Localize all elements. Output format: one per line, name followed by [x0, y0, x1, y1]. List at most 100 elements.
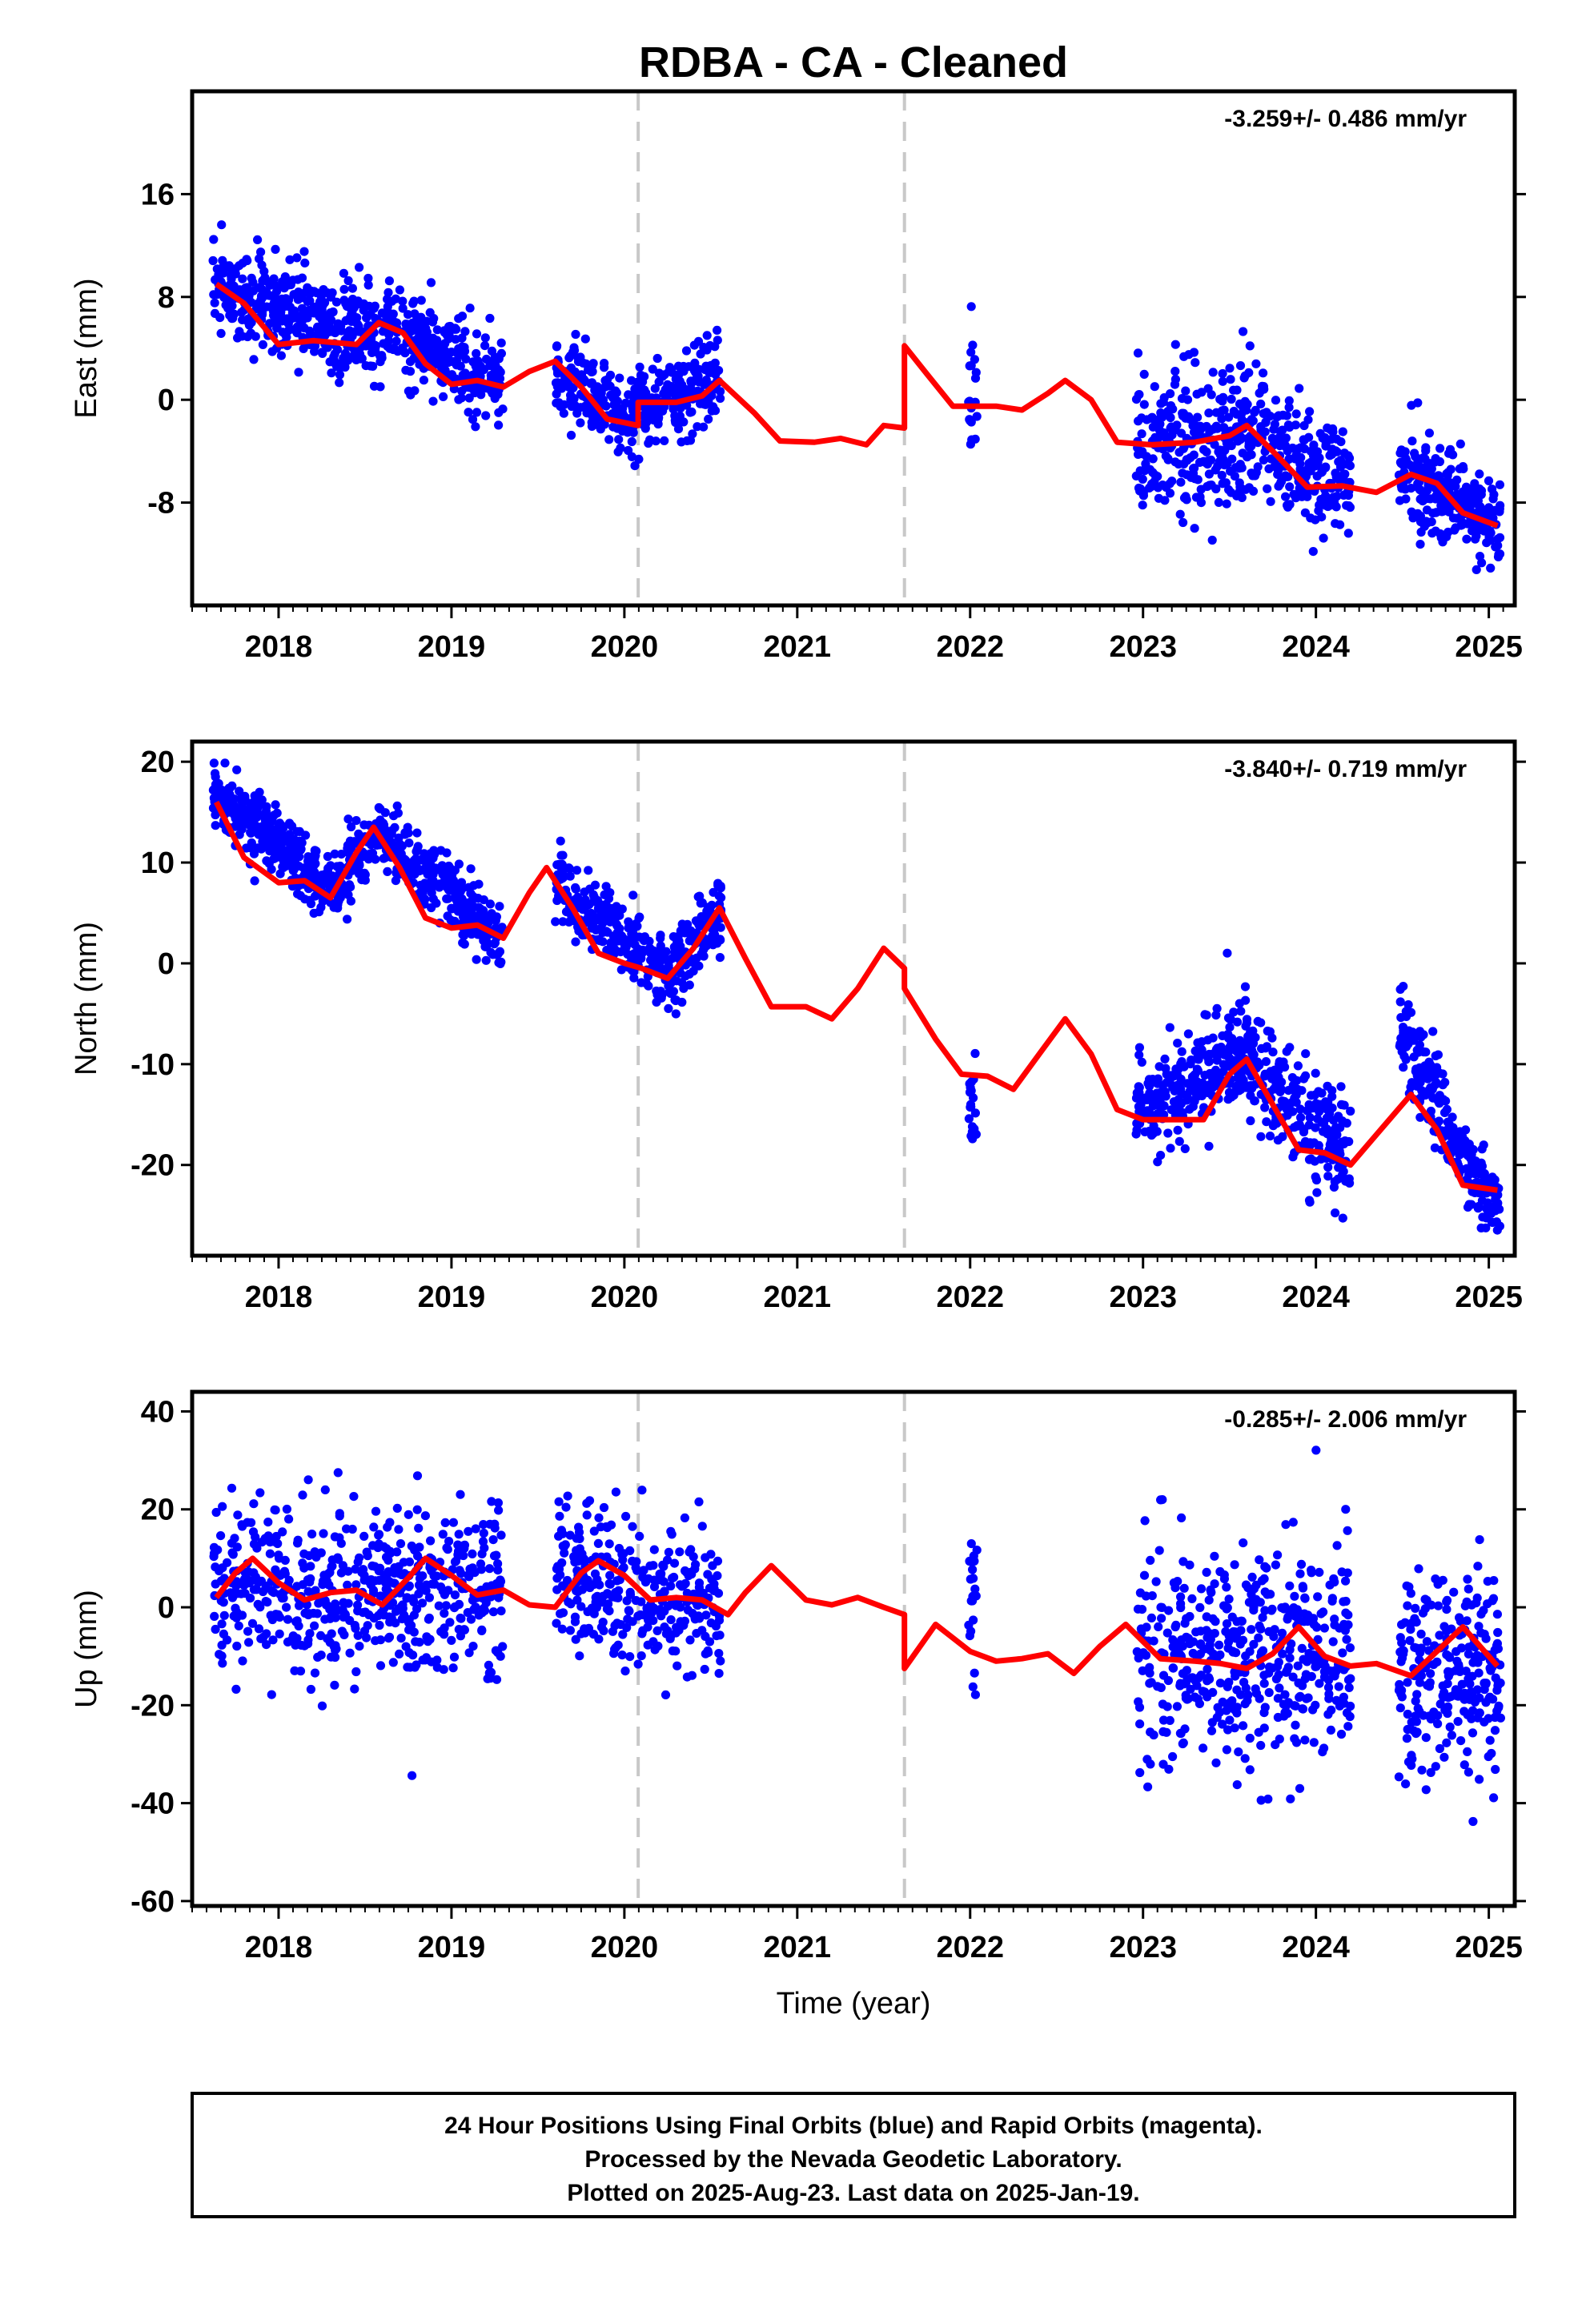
data-point: [656, 941, 665, 951]
data-point: [474, 879, 484, 889]
data-point: [226, 1588, 235, 1598]
data-point: [1323, 1081, 1332, 1091]
data-point: [1170, 375, 1180, 384]
data-point: [306, 1562, 315, 1571]
data-point: [620, 1667, 630, 1676]
data-point: [1181, 492, 1191, 501]
data-point: [242, 255, 251, 264]
data-point: [490, 1523, 500, 1533]
data-point: [339, 268, 348, 278]
data-point: [255, 1602, 265, 1612]
data-point: [1468, 1144, 1477, 1154]
data-point: [1236, 432, 1246, 442]
data-point: [716, 1656, 725, 1666]
data-point: [1148, 422, 1158, 432]
x-tick-label: 2022: [936, 630, 1004, 664]
data-point: [1332, 1130, 1342, 1140]
data-point: [454, 859, 464, 869]
data-point: [589, 1609, 599, 1618]
data-point: [362, 1547, 371, 1557]
data-point: [1442, 469, 1452, 479]
data-point: [686, 926, 696, 935]
data-point: [362, 1633, 371, 1642]
data-point: [404, 1582, 414, 1591]
data-point: [1176, 477, 1186, 487]
data-point: [435, 883, 444, 892]
data-point: [305, 859, 315, 869]
data-point: [1204, 1141, 1214, 1151]
data-point: [1250, 1096, 1259, 1106]
data-point: [316, 1651, 326, 1660]
data-point: [1200, 1071, 1210, 1080]
data-point: [407, 1541, 416, 1551]
plot-frame-0: [190, 89, 1517, 608]
data-point: [704, 1648, 713, 1658]
data-point: [429, 1570, 439, 1581]
data-point: [336, 850, 346, 859]
data-point: [572, 1586, 581, 1596]
data-point: [267, 1586, 277, 1596]
data-point: [253, 1578, 263, 1587]
data-point: [1268, 1047, 1278, 1057]
data-point: [652, 1626, 662, 1635]
data-point: [420, 1511, 431, 1521]
data-point: [451, 895, 461, 904]
data-point: [575, 1651, 584, 1661]
data-point: [670, 411, 680, 420]
data-point: [594, 1513, 604, 1522]
data-point: [1218, 376, 1227, 386]
data-point: [359, 1531, 369, 1541]
data-point: [412, 1505, 422, 1514]
data-point: [1271, 1560, 1280, 1570]
data-point: [1136, 484, 1146, 494]
data-point: [406, 1621, 416, 1630]
data-point: [398, 1603, 408, 1614]
data-point: [596, 424, 605, 434]
data-point: [628, 891, 638, 900]
data-point: [1303, 1106, 1313, 1116]
data-point: [369, 835, 379, 845]
data-point: [478, 1537, 488, 1546]
data-point: [330, 1680, 339, 1690]
data-point: [458, 930, 468, 939]
data-point: [627, 436, 636, 447]
data-point: [710, 358, 720, 368]
data-point: [464, 1526, 473, 1536]
data-point: [263, 1518, 273, 1527]
data-point: [970, 1108, 980, 1118]
data-point: [310, 302, 319, 312]
data-point: [345, 1648, 355, 1658]
data-point: [1435, 444, 1445, 453]
data-point: [238, 1578, 247, 1588]
data-point: [1263, 1026, 1272, 1036]
data-point: [1270, 1065, 1279, 1075]
data-point: [275, 822, 285, 832]
data-point: [650, 384, 660, 393]
data-point: [660, 436, 669, 446]
data-point: [432, 325, 442, 335]
data-point: [556, 1609, 565, 1618]
data-point: [1180, 1144, 1190, 1153]
points-0: [208, 220, 1505, 575]
data-point: [1282, 411, 1291, 420]
data-point: [321, 1600, 331, 1610]
data-point: [259, 1632, 268, 1642]
data-point: [1170, 1086, 1179, 1096]
data-point: [1396, 1013, 1406, 1023]
data-point: [572, 1534, 581, 1543]
data-point: [420, 883, 430, 893]
data-point: [343, 890, 353, 899]
data-point: [1167, 476, 1177, 486]
data-point: [1187, 1594, 1197, 1603]
data-point: [1227, 1039, 1236, 1048]
data-point: [1331, 1208, 1340, 1218]
y-tick-label: -8: [147, 487, 175, 521]
data-point: [284, 1514, 294, 1524]
data-point: [645, 1561, 655, 1570]
data-point: [1177, 394, 1187, 404]
data-point: [566, 430, 576, 440]
data-point: [1413, 398, 1423, 408]
data-point: [265, 1549, 275, 1558]
data-point: [663, 1555, 673, 1565]
data-point: [218, 1502, 227, 1511]
